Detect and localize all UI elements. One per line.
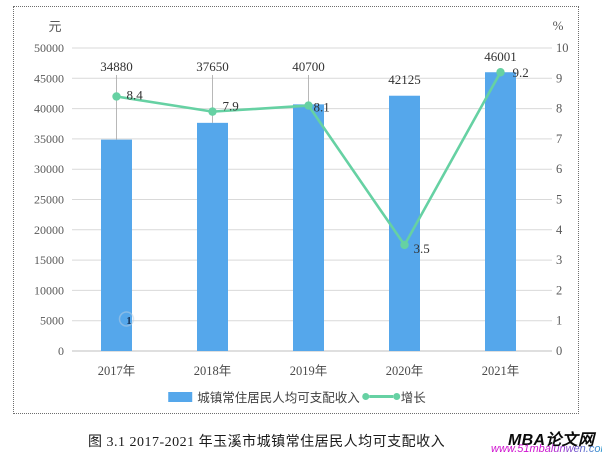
- bar-2017: [101, 139, 132, 351]
- line-point-2017: [112, 92, 121, 101]
- x-axis-label-2021: 2021年: [482, 364, 520, 378]
- left-axis-tick-label: 45000: [34, 71, 64, 85]
- x-axis-label-2020: 2020年: [386, 364, 424, 378]
- line-value-label-2020: 3.5: [414, 241, 430, 256]
- chart-legend: 城镇常住居民人均可支配收入 增长: [168, 387, 426, 406]
- left-axis-tick-label: 20000: [34, 223, 64, 237]
- right-axis-tick-label: 9: [556, 71, 562, 85]
- legend-line-swatch: [361, 392, 400, 402]
- right-axis-tick-label: 8: [556, 102, 562, 116]
- bar-2019: [293, 104, 324, 351]
- bar-2020: [389, 95, 420, 351]
- figure-caption: 图 3.1 2017-2021 年玉溪市城镇常住居民人均可支配收入: [88, 435, 446, 450]
- right-axis-tick-label: 2: [556, 283, 562, 297]
- legend-bar-swatch: [168, 391, 193, 402]
- line-point-2019: [304, 101, 313, 110]
- bar-value-label-2019: 40700: [292, 59, 325, 74]
- stray-mark: 1: [126, 315, 132, 327]
- line-value-label-2017: 8.4: [127, 87, 144, 102]
- legend-item-growth: 增长: [361, 387, 426, 406]
- left-axis-unit: 元: [48, 19, 61, 34]
- line-value-label-2021: 9.2: [513, 65, 529, 80]
- right-axis-tick-label: 5: [556, 193, 562, 207]
- line-value-label-2018: 7.9: [223, 99, 239, 114]
- left-axis-tick-label: 0: [58, 344, 64, 358]
- x-axis-label-2018: 2018年: [194, 364, 232, 378]
- x-axis-label-2019: 2019年: [290, 364, 328, 378]
- right-axis-tick-label: 10: [556, 41, 569, 55]
- bar-value-label-2021: 46001: [484, 49, 517, 64]
- x-axis-label-2017: 2017年: [98, 364, 136, 378]
- left-axis-tick-label: 30000: [34, 162, 64, 176]
- chart-frame: [13, 6, 579, 414]
- legend-label-growth: 增长: [400, 391, 426, 405]
- legend-item-income: 城镇常住居民人均可支配收入: [168, 387, 360, 406]
- left-axis-tick-label: 15000: [34, 253, 64, 267]
- left-axis-tick-label: 35000: [34, 132, 64, 146]
- line-point-2018: [208, 107, 217, 116]
- bar-value-label-2017: 34880: [100, 59, 133, 74]
- line-point-2021: [496, 68, 505, 77]
- line-segment: [368, 395, 393, 398]
- left-axis-tick-label: 25000: [34, 193, 64, 207]
- right-axis-tick-label: 0: [556, 344, 562, 358]
- line-value-label-2019: 8.1: [314, 100, 330, 115]
- right-axis-tick-label: 1: [556, 314, 562, 328]
- right-axis-tick-label: 4: [556, 223, 563, 237]
- right-axis-tick-label: 7: [556, 132, 562, 146]
- right-axis-tick-label: 6: [556, 162, 562, 176]
- left-axis-tick-label: 5000: [40, 314, 64, 328]
- bar-value-label-2020: 42125: [388, 72, 421, 87]
- legend-label-income: 城镇常住居民人均可支配收入: [197, 391, 360, 405]
- line-point-2020: [400, 240, 409, 250]
- left-axis-tick-label: 40000: [34, 102, 64, 116]
- bar-value-label-2018: 37650: [196, 59, 229, 74]
- left-axis-tick-label: 10000: [34, 283, 64, 297]
- right-axis-tick-label: 3: [556, 253, 562, 267]
- stray-mark-halo: [118, 311, 135, 327]
- line-marker-dot-icon: [361, 393, 369, 400]
- bar-2021: [485, 72, 516, 351]
- right-axis-unit: %: [553, 18, 564, 33]
- bar-2018: [197, 122, 228, 351]
- left-axis-tick-label: 50000: [34, 41, 64, 55]
- line-marker-dot-icon: [392, 393, 400, 400]
